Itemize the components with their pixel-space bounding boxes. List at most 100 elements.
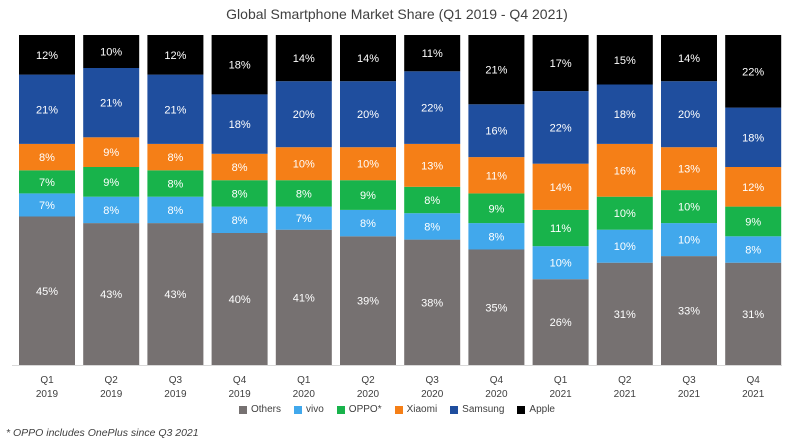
bar-segment-apple [211, 35, 268, 95]
bar-segment-xiaomi [404, 143, 461, 187]
x-tick-label-line: 2020 [421, 389, 444, 400]
data-label: 21% [485, 65, 507, 77]
legend-label: Apple [529, 404, 555, 415]
data-label: 8% [360, 218, 376, 230]
data-label: 8% [39, 152, 55, 164]
legend-swatch [336, 405, 345, 414]
bar-stack-1: 45% 7% 7% 8% 21% 12% [19, 35, 75, 365]
bar-segment-apple [725, 35, 782, 108]
bar-segment-apple [468, 35, 525, 105]
legend-swatch [294, 405, 302, 414]
data-label: 7% [296, 213, 312, 225]
data-label: 10% [293, 159, 315, 171]
data-label: 22% [742, 66, 764, 78]
bar-segment-others [83, 223, 140, 365]
bar-segment-others [596, 262, 653, 365]
bar-segment-oppo [340, 180, 396, 210]
x-tick-label-line: 2020 [357, 389, 380, 400]
bar-segment-samsung [19, 74, 75, 144]
x-tick-label-line: Q4 [747, 375, 761, 386]
data-label: 22% [550, 122, 572, 134]
data-label: 10% [614, 208, 636, 220]
data-label: 20% [357, 109, 379, 121]
bar-segment-oppo [211, 180, 268, 207]
bar-segment-apple [661, 35, 717, 82]
data-label: 11% [422, 48, 443, 60]
legend-swatch [450, 405, 459, 414]
data-label: 31% [614, 309, 636, 321]
bar-stack-7: 38% 8% 8% 13% 22% 11% [404, 35, 461, 365]
bar-segment-others [661, 256, 717, 365]
bar-segment-samsung [532, 91, 589, 164]
legend-label: Others [250, 404, 281, 415]
bar-segment-apple [275, 35, 332, 82]
data-label: 18% [614, 109, 636, 121]
legend-label: OPPO* [348, 404, 382, 415]
bar-segment-others [340, 236, 396, 365]
bar-segment-samsung [404, 71, 461, 144]
data-label: 18% [229, 60, 251, 72]
data-label: 8% [296, 188, 312, 200]
x-tick-label: Q3 2021 [678, 375, 701, 400]
x-tick-label-line: Q4 [490, 375, 504, 386]
x-tick-label: Q3 2020 [421, 375, 444, 400]
bar-segment-oppo [532, 209, 589, 247]
data-label: 43% [164, 289, 186, 301]
legend-label: Samsung [462, 404, 505, 415]
data-label: 11% [550, 223, 571, 235]
x-tick-label-line: 2021 [742, 389, 765, 400]
bar-segment-vivo [661, 223, 717, 257]
data-label: 9% [103, 177, 119, 189]
bar-segment-oppo [596, 196, 653, 230]
data-label: 12% [36, 50, 58, 62]
bar-segment-xiaomi [340, 147, 396, 181]
data-label: 39% [357, 296, 379, 308]
x-tick-label: Q2 2020 [357, 375, 380, 400]
bar-segment-vivo [596, 229, 653, 263]
bar-segment-vivo [532, 246, 589, 280]
bar-segment-xiaomi [725, 167, 782, 207]
legend-item: Apple [517, 404, 555, 415]
bar-segment-vivo [404, 213, 461, 240]
bar-stack-12: 31% 8% 9% 12% 18% 22% [725, 35, 782, 365]
footnote: * OPPO includes OnePlus since Q3 2021 [6, 427, 199, 439]
data-label: 40% [229, 294, 251, 306]
x-tick-label-line: Q1 [40, 375, 54, 386]
bar-segment-others [211, 233, 268, 365]
data-label: 14% [678, 53, 700, 65]
data-label: 20% [293, 109, 315, 121]
bar-segment-oppo [661, 190, 717, 224]
data-label: 10% [678, 202, 700, 214]
bar-segment-others [532, 279, 589, 365]
x-tick-label-line: 2021 [614, 389, 637, 400]
data-label: 8% [424, 195, 440, 207]
data-label: 8% [232, 162, 248, 174]
bar-segment-xiaomi [147, 143, 204, 171]
data-label: 13% [421, 160, 443, 172]
x-tick-label-line: 2021 [549, 389, 572, 400]
bar-stack-11: 33% 10% 10% 13% 20% 14% [661, 35, 717, 365]
data-label: 8% [167, 152, 183, 164]
bar-segment-others [147, 223, 204, 365]
x-tick-label-line: 2019 [36, 389, 59, 400]
x-tick-label-line: 2020 [485, 389, 508, 400]
legend-swatch [238, 405, 247, 414]
x-tick-label: Q4 2020 [485, 375, 508, 400]
bar-segment-xiaomi [83, 137, 140, 167]
bar-segment-samsung [147, 74, 204, 144]
bar-segment-others [468, 249, 525, 365]
bar-segment-vivo [468, 223, 525, 250]
data-label: 16% [614, 165, 636, 177]
bar-segment-vivo [147, 196, 204, 224]
bar-segment-oppo [19, 170, 75, 194]
bar-segment-samsung [661, 81, 717, 148]
x-tick-label-line: Q4 [233, 375, 247, 386]
bar-segment-oppo [468, 193, 525, 224]
data-label: 38% [421, 297, 443, 309]
x-tick-label-line: Q3 [682, 375, 696, 386]
bar-segment-xiaomi [532, 163, 589, 210]
data-label: 13% [678, 164, 700, 176]
x-tick-label: Q1 2021 [549, 375, 572, 400]
data-label: 9% [360, 190, 376, 202]
